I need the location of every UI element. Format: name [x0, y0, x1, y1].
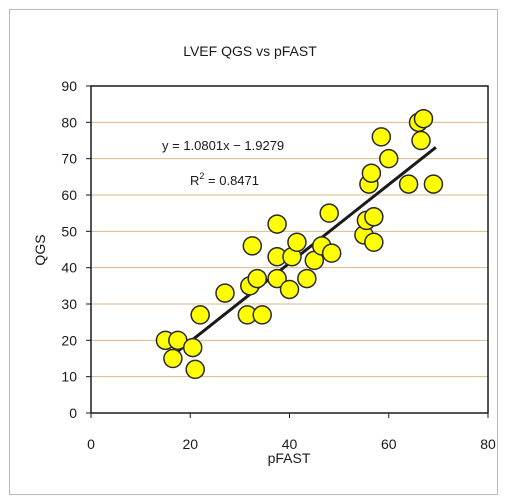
data-point [321, 243, 342, 263]
y-tick-label: 50 [61, 223, 77, 239]
data-point [319, 203, 339, 223]
r-squared-label: R2 = 0.8471 [190, 171, 259, 188]
y-tick-label: 20 [61, 332, 77, 348]
data-point [247, 268, 267, 289]
data-point [364, 207, 384, 227]
y-tick-label: 10 [61, 369, 77, 385]
x-tick-label: 0 [87, 436, 95, 452]
x-axis-label: pFAST [268, 450, 311, 466]
r-squared-symbol: R [190, 173, 199, 188]
data-point [287, 232, 307, 252]
y-tick-label: 80 [61, 114, 77, 130]
y-tick-label: 70 [61, 151, 77, 167]
data-point [267, 214, 287, 234]
r-squared-superscript: 2 [199, 171, 204, 181]
y-axis-ticks: 0 10 20 30 40 50 60 70 80 90 [61, 78, 91, 421]
x-tick-label: 60 [381, 436, 397, 452]
data-point [398, 174, 419, 194]
data-point [413, 108, 434, 129]
y-tick-label: 30 [61, 296, 77, 312]
data-point [215, 283, 235, 303]
y-tick-label: 60 [61, 187, 77, 203]
trendline-equation: y = 1.0801x − 1.9279 [162, 138, 284, 153]
data-point [190, 305, 210, 325]
data-point [297, 268, 317, 289]
data-point [279, 279, 300, 300]
x-tick-label: 40 [282, 436, 298, 452]
y-tick-label: 0 [69, 405, 77, 421]
data-point [361, 163, 382, 183]
data-point [163, 348, 183, 369]
trendline [169, 146, 437, 359]
chart-title: LVEF QGS vs pFAST [183, 43, 317, 59]
data-point [371, 127, 392, 147]
y-axis-label: QGS [32, 234, 48, 265]
data-point [423, 174, 444, 194]
data-points [155, 108, 444, 380]
x-tick-label: 20 [182, 436, 198, 452]
data-point [185, 359, 205, 380]
chart-frame [9, 9, 498, 495]
data-point [182, 337, 203, 358]
y-tick-label: 90 [61, 78, 77, 94]
data-point [379, 148, 399, 169]
y-tick-label: 40 [61, 260, 77, 276]
data-point [267, 268, 287, 289]
r-squared-value: = 0.8471 [204, 173, 259, 188]
data-point [364, 232, 384, 252]
x-axis-ticks: 0 20 40 60 80 [87, 413, 496, 452]
data-point [252, 305, 272, 325]
data-point [411, 130, 431, 151]
x-tick-label: 80 [480, 436, 496, 452]
data-point [242, 236, 263, 256]
gridlines [91, 121, 488, 378]
